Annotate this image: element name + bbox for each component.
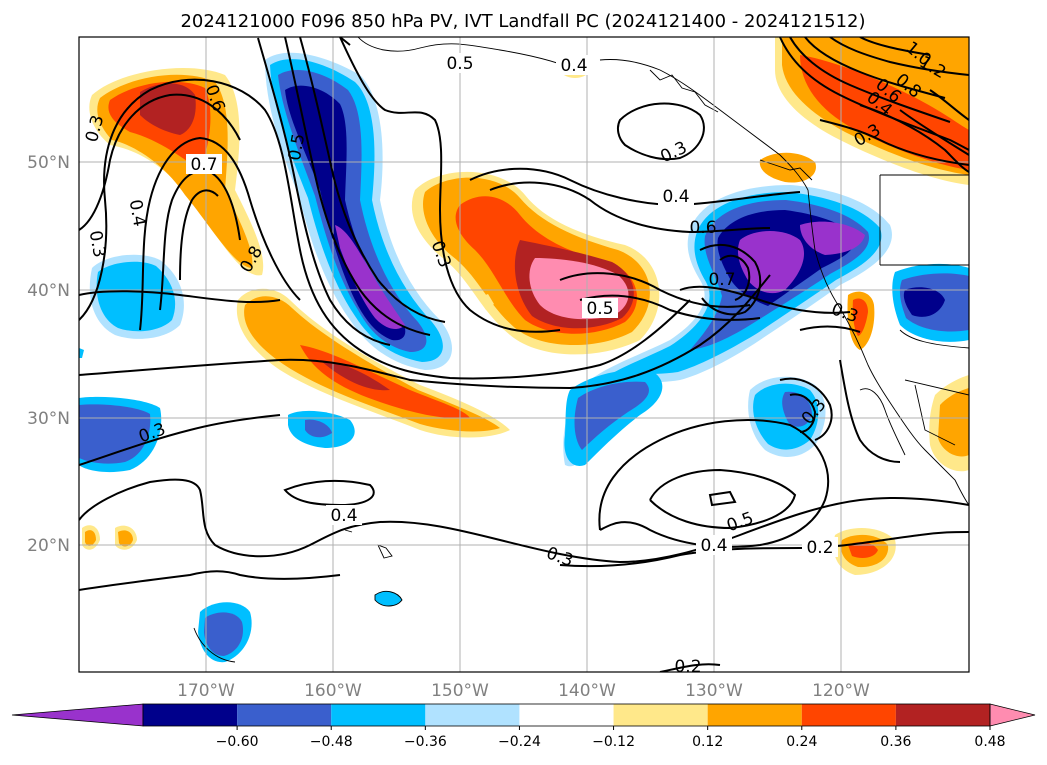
colorbar-extend-high [989, 703, 1036, 727]
contour-label: 0.4 [125, 198, 149, 228]
colorbar-tick-label: −0.12 [592, 734, 635, 750]
colorbar-segment [143, 704, 238, 726]
colorbar-segment [613, 704, 708, 726]
colorbar-segment [895, 704, 990, 726]
contour-label: 0.6 [689, 218, 716, 238]
lon-label-140w: 140°W [558, 681, 616, 701]
contour-label: 0.5 [285, 132, 309, 162]
colorbar-segments [11, 703, 1036, 727]
colorbar-segment [707, 704, 802, 726]
colorbar-segment [519, 704, 614, 726]
lat-label-20n: 20°N [27, 536, 70, 556]
ivt-contours [79, 37, 969, 672]
colorbar-segment [801, 704, 896, 726]
contour-label: 0.2 [674, 657, 701, 677]
colorbar-tick-label: 0.12 [692, 734, 723, 750]
lon-label-120w: 120°W [812, 681, 870, 701]
contour-label: 0.4 [330, 506, 357, 526]
contour-label: 0.4 [700, 536, 727, 556]
colorbar-segment [237, 704, 332, 726]
contour-label: 0.4 [662, 187, 689, 207]
contour-label: 0.2 [806, 538, 833, 558]
lon-label-170w: 170°W [177, 681, 235, 701]
colorbar-segment [425, 704, 520, 726]
lat-label-30n: 30°N [27, 409, 70, 429]
colorbar-tick-label: 0.36 [880, 734, 911, 750]
gridlines [79, 37, 969, 672]
colorbar-extend-low [11, 703, 144, 727]
colorbar-tick-label: 0.24 [786, 734, 817, 750]
figure-title: 2024121000 F096 850 hPa PV, IVT Landfall… [180, 11, 865, 32]
colorbar-tick-label: −0.60 [216, 734, 259, 750]
contour-label: 0.4 [560, 56, 587, 76]
colorbar-ticks: −0.60 −0.48 −0.36 −0.24 −0.12 0.12 0.24 0.36 0.4… [216, 726, 1006, 750]
lat-label-40n: 40°N [27, 281, 70, 301]
contour-label: 0.5 [586, 299, 613, 319]
contour-label: 0.7 [708, 270, 735, 290]
colorbar-segment [331, 704, 426, 726]
lon-labels: 170°W 160°W 150°W 140°W 130°W 120°W [177, 681, 870, 701]
colorbar: −0.60 −0.48 −0.36 −0.24 −0.12 0.12 0.24 0.36 0.4… [11, 703, 1036, 750]
lat-label-50n: 50°N [27, 153, 70, 173]
lon-label-150w: 150°W [431, 681, 489, 701]
lat-labels: 50°N 40°N 30°N 20°N [27, 153, 70, 556]
colorbar-tick-label: −0.24 [498, 734, 541, 750]
map-border [78, 36, 970, 673]
map-panel: 0.5 0.4 0.6 0.3 0.7 0.4 0.3 0.8 0.5 0.3 … [79, 37, 969, 677]
coastlines [193, 37, 969, 663]
colorbar-tick-label: −0.36 [404, 734, 447, 750]
contour-label: 0.3 [85, 229, 109, 259]
colorbar-outline [142, 703, 991, 727]
colorbar-tick-label: −0.48 [310, 734, 353, 750]
lon-label-130w: 130°W [685, 681, 743, 701]
contour-label: 0.5 [446, 54, 473, 74]
lon-label-160w: 160°W [304, 681, 362, 701]
contour-label: 0.7 [190, 155, 217, 175]
colorbar-tick-label: 0.48 [974, 734, 1005, 750]
